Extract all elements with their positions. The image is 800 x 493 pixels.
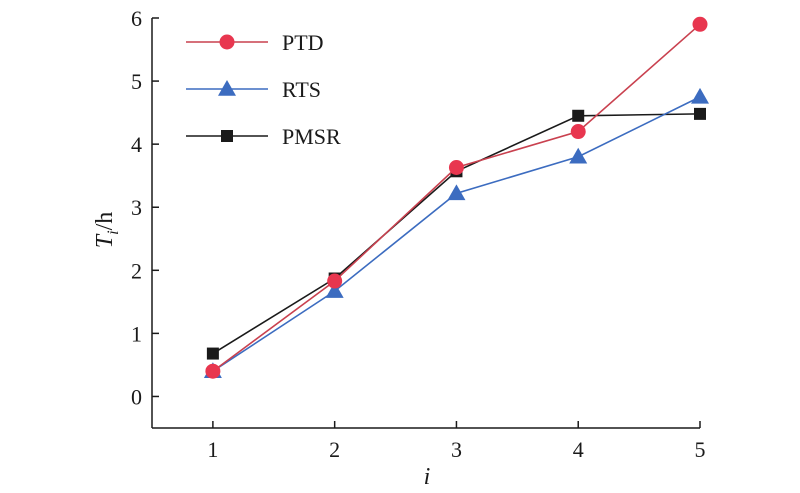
legend-marker-rts bbox=[218, 80, 236, 96]
y-tick-label: 5 bbox=[131, 69, 142, 94]
data-point-ptd bbox=[570, 124, 586, 140]
legend-marker-pmsr bbox=[221, 130, 233, 142]
legend-item-pmsr: PMSR bbox=[186, 124, 341, 149]
data-point-rts bbox=[325, 282, 344, 298]
data-point-ptd bbox=[327, 273, 343, 289]
data-point-rts bbox=[447, 184, 466, 201]
y-tick-label: 4 bbox=[131, 132, 142, 157]
data-point-pmsr bbox=[694, 107, 706, 120]
y-axis-title-unit: /h bbox=[92, 212, 118, 231]
data-point-rts bbox=[569, 147, 588, 164]
y-ticks: 0 1 2 3 4 5 6 bbox=[131, 6, 159, 409]
legend-label-rts: RTS bbox=[282, 77, 321, 102]
y-axis-title-main: T bbox=[92, 233, 118, 248]
series-ptd bbox=[205, 16, 708, 379]
legend: PTD RTS PMSR bbox=[186, 30, 341, 149]
x-ticks: 1 2 3 4 5 bbox=[207, 421, 706, 462]
series-layer bbox=[203, 16, 709, 379]
y-axis-title: Ti/h bbox=[92, 212, 122, 248]
x-axis-title: i bbox=[424, 464, 431, 490]
series-rts bbox=[203, 87, 709, 378]
x-tick-label: 4 bbox=[573, 437, 584, 462]
x-tick-label: 2 bbox=[329, 437, 340, 462]
data-point-ptd bbox=[448, 159, 464, 175]
x-tick-label: 5 bbox=[695, 437, 706, 462]
data-point-rts bbox=[691, 87, 709, 104]
axes: 0 1 2 3 4 5 6 1 2 3 4 5 bbox=[131, 6, 706, 462]
data-point-ptd bbox=[205, 363, 221, 379]
x-tick-label: 1 bbox=[207, 437, 218, 462]
svg-text:Ti/h: Ti/h bbox=[92, 212, 122, 248]
legend-label-pmsr: PMSR bbox=[282, 124, 341, 149]
data-point-ptd bbox=[692, 16, 708, 32]
legend-label-ptd: PTD bbox=[282, 30, 324, 55]
data-point-pmsr bbox=[206, 347, 219, 360]
y-tick-label: 2 bbox=[131, 258, 142, 283]
y-axis-title-subscript: i bbox=[105, 230, 122, 234]
legend-marker-ptd bbox=[219, 34, 235, 50]
data-point-pmsr bbox=[572, 109, 585, 122]
legend-item-ptd: PTD bbox=[186, 30, 324, 55]
y-tick-label: 0 bbox=[131, 384, 142, 409]
legend-item-rts: RTS bbox=[186, 77, 321, 102]
y-tick-label: 1 bbox=[131, 321, 142, 346]
y-tick-label: 6 bbox=[131, 6, 142, 31]
y-tick-label: 3 bbox=[131, 195, 142, 220]
x-tick-label: 3 bbox=[451, 437, 462, 462]
